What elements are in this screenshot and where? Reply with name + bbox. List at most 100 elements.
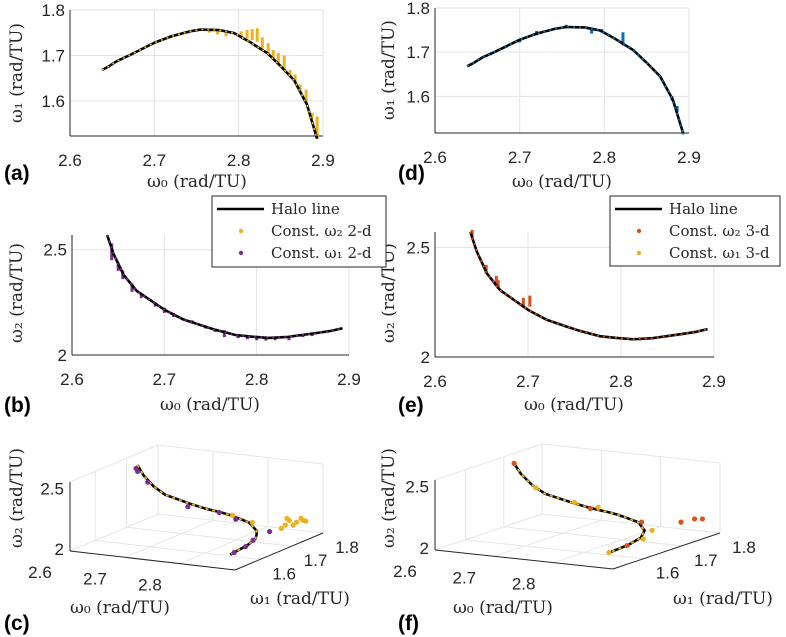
data-point — [678, 519, 684, 525]
y-tick-label: 1.6 — [406, 87, 430, 106]
halo-line — [466, 25, 685, 134]
x-tick-label: 2.6 — [58, 151, 82, 170]
y-tick-label: 1.6 — [272, 564, 296, 583]
y-axis-label: ω₁ (rad/TU) — [379, 20, 399, 120]
data-point — [233, 516, 239, 522]
y-tick-label: 1.7 — [406, 43, 430, 62]
data-point — [532, 485, 539, 491]
data-point — [266, 528, 273, 535]
legend-label: Const. ω₂ 2-d — [271, 222, 372, 240]
grid-line — [434, 513, 543, 551]
x-tick-label: 2.9 — [702, 372, 726, 391]
y-axis-label: ω₁ (rad/TU) — [250, 589, 350, 609]
x-axis — [69, 550, 236, 571]
data-point — [294, 519, 300, 525]
legend-dot-marker — [238, 228, 244, 234]
grid-line — [494, 519, 602, 557]
z-tick-label: 2 — [420, 539, 429, 558]
legend-label: Const. ω₂ 3-d — [669, 222, 770, 240]
y-tick-label: 1.7 — [694, 551, 718, 570]
x-tick-label: 2.9 — [337, 370, 361, 389]
series-points-on-line — [469, 231, 708, 341]
panel-d: 2.6 2.7 2.8 2.9 1.6 1.7 1.8 ω₀ (rad/TU) ω₁ (rad/… — [379, 0, 701, 192]
data-point — [624, 542, 630, 549]
panel-c: 2.6 2.7 2.8 1.6 1.7 1.8 2 2.5 ω₀ (rad/TU) ω₁ (rad… — [4, 444, 359, 635]
y-tick-label: 1.7 — [41, 46, 65, 65]
data-point — [250, 537, 256, 543]
legend-dot-marker — [636, 228, 642, 234]
halo-line — [101, 28, 319, 140]
legend: Halo line Const. ω₂ 3-d Const. ω₁ 3-d — [609, 195, 781, 267]
data-point — [284, 515, 290, 522]
grid-line — [541, 443, 721, 464]
x-tick-label: 2.6 — [423, 372, 447, 391]
data-point — [243, 543, 249, 550]
data-point — [278, 525, 284, 531]
z-axis-label: ω₂ (rad/TU) — [7, 448, 27, 548]
panel-label: (a) — [4, 162, 30, 185]
data-point — [303, 518, 309, 524]
data-point — [691, 516, 698, 522]
x-axis-label: ω₀ (rad/TU) — [147, 172, 247, 192]
series-points-on-line — [106, 234, 343, 339]
data-point — [229, 512, 236, 518]
panel-label: (d) — [398, 162, 425, 185]
legend-label: Const. ω₁ 2-d — [271, 244, 372, 262]
data-point — [649, 527, 655, 534]
series-points-on-line — [513, 462, 646, 555]
data-point — [640, 536, 646, 542]
legend-label: Halo line — [669, 200, 738, 218]
data-point — [134, 468, 141, 475]
data-point — [571, 499, 578, 505]
series-points-on-line — [136, 464, 258, 556]
panel-label: (c) — [4, 612, 30, 635]
data-point — [699, 516, 706, 522]
x-axis — [434, 549, 614, 570]
x-tick-label: 2.7 — [83, 569, 107, 588]
data-point — [638, 519, 645, 525]
grid-line — [465, 539, 644, 560]
x-tick-label: 2.6 — [60, 370, 84, 389]
y-tick-label: 1.6 — [41, 92, 65, 111]
x-axis-label: ω₀ (rad/TU) — [524, 395, 624, 415]
x-axis-label: ω₀ (rad/TU) — [512, 172, 612, 192]
panel-label: (f) — [398, 612, 419, 635]
panel-f: 2.6 2.7 2.8 1.6 1.7 1.8 2 2.5 ω₀ (rad/TU) ω₁ (rad… — [379, 443, 773, 635]
grid-line — [126, 526, 292, 547]
x-tick-label: 2.6 — [28, 563, 52, 582]
x-tick-label: 2.7 — [508, 148, 532, 167]
y-tick-label: 1.8 — [406, 0, 430, 18]
z-tick-label: 2.5 — [405, 478, 429, 497]
series-points-on-line — [101, 28, 318, 139]
x-tick-label: 2.6 — [393, 562, 417, 581]
grid-line — [95, 539, 261, 560]
data-point — [606, 549, 612, 556]
x-tick-label: 2.8 — [227, 151, 251, 170]
y-tick-label: 1.7 — [304, 551, 328, 570]
y-axis — [234, 532, 324, 571]
x-axis-label: ω₀ (rad/TU) — [160, 395, 260, 415]
y-tick-label: 1.6 — [656, 564, 680, 583]
z-axis-label: ω₂ (rad/TU) — [379, 448, 399, 548]
data-point — [511, 460, 517, 466]
legend: Halo line Const. ω₂ 2-d Const. ω₁ 2-d — [211, 195, 387, 268]
grid-line — [434, 443, 543, 481]
x-tick-label: 2.7 — [453, 568, 477, 587]
grid-line — [503, 526, 682, 547]
x-tick-label: 2.8 — [609, 372, 633, 391]
grid-line — [157, 444, 324, 465]
x-axis-label: ω₀ (rad/TU) — [70, 598, 170, 618]
x-tick-label: 2.8 — [512, 575, 536, 594]
y-tick-label: 1.8 — [335, 538, 359, 557]
z-tick-label: 2 — [55, 540, 64, 559]
legend-dot-marker — [238, 250, 244, 256]
z-tick-label: 2.5 — [40, 479, 64, 498]
data-point — [290, 522, 296, 528]
data-point — [231, 549, 237, 556]
grid-line — [69, 513, 159, 552]
legend-label: Const. ω₁ 3-d — [669, 244, 770, 262]
x-tick-label: 2.9 — [311, 151, 335, 170]
x-tick-label: 2.7 — [153, 370, 177, 389]
x-tick-label: 2.8 — [245, 370, 269, 389]
